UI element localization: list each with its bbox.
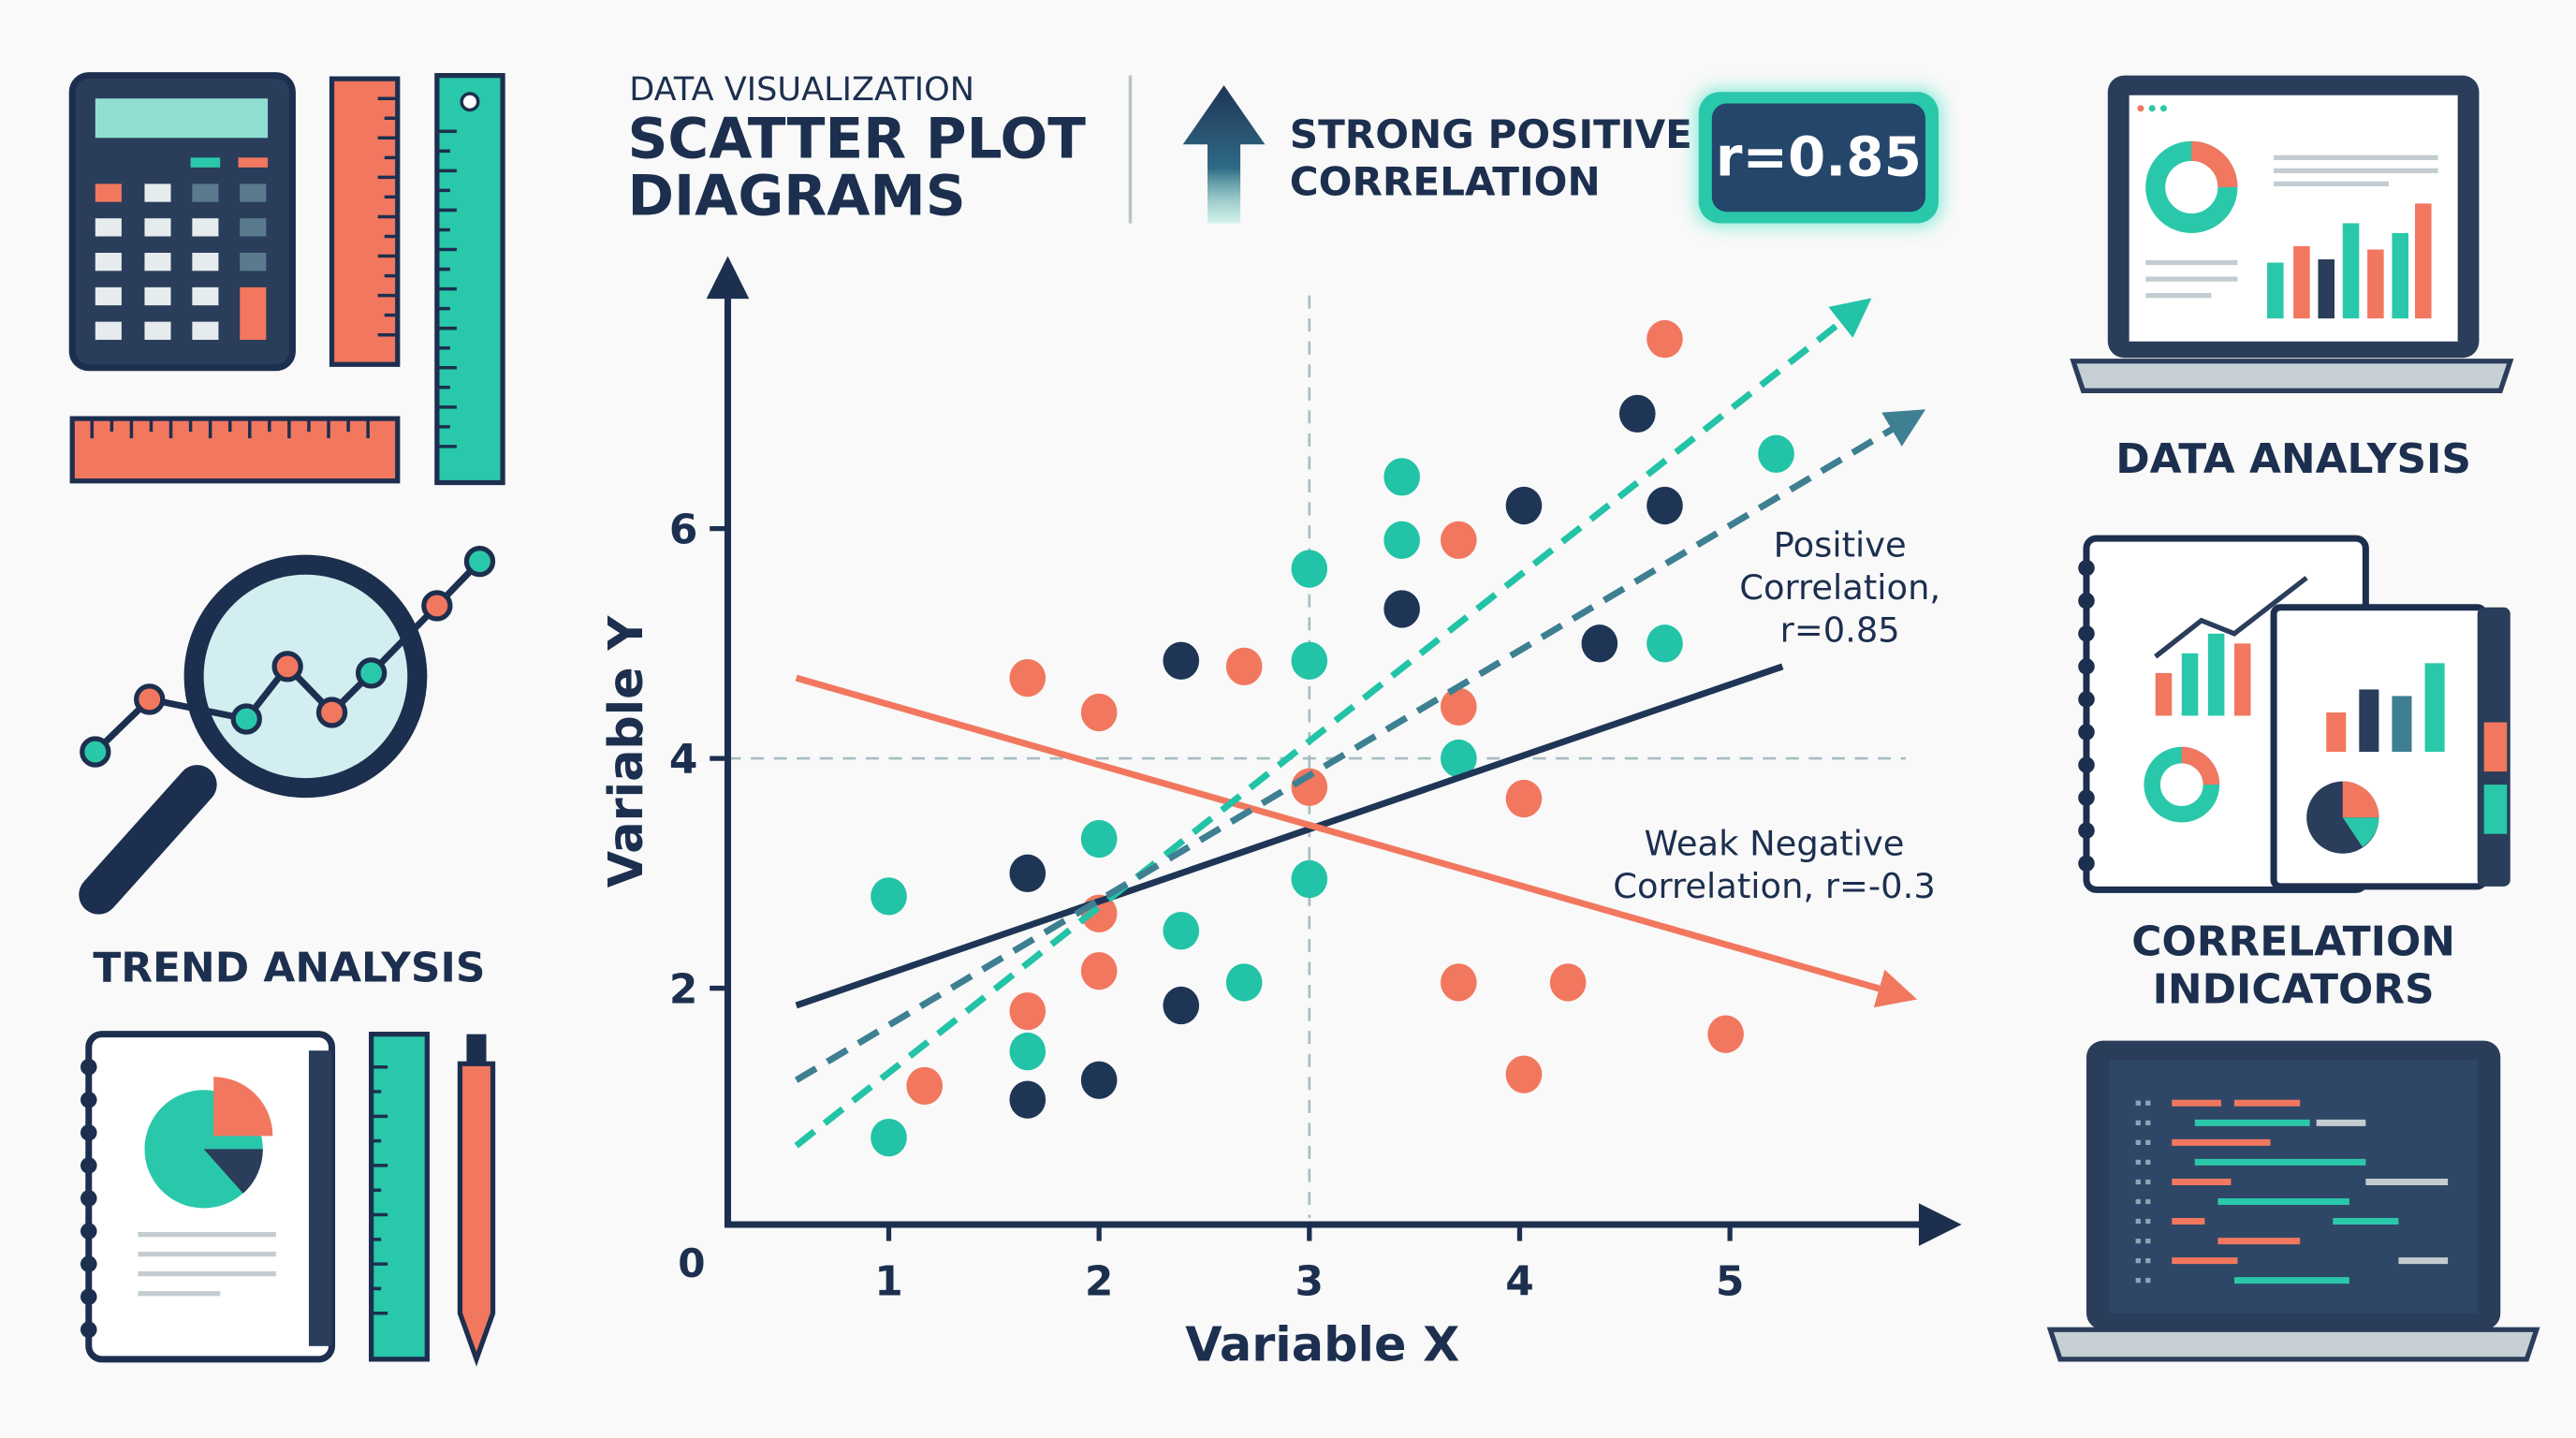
- r-value: r=0.85: [1716, 125, 1922, 189]
- correlation-indicators-label-line2: INDICATORS: [2153, 965, 2435, 1013]
- data-point-teal: [1163, 912, 1200, 950]
- data-point-navy: [1647, 486, 1683, 525]
- data-point-teal: [1291, 550, 1328, 588]
- ruler-icon: [69, 73, 505, 486]
- x-axis-title: Variable X: [1185, 1317, 1459, 1372]
- data-point-teal: [1383, 458, 1420, 496]
- page-title-line1: SCATTER PLOT: [627, 107, 1086, 171]
- positive-annotation-line1: Positive: [1774, 524, 1907, 565]
- data-point-navy: [1009, 854, 1046, 892]
- scatter-chart: 1 2 3 4 5 2 4 6 0 Variable X Variable Y Positiv…: [598, 256, 1962, 1372]
- data-point-orange: [1009, 991, 1046, 1031]
- data-point-navy: [1618, 394, 1656, 433]
- x-tick-label: 1: [874, 1257, 903, 1305]
- y-tick-label: 2: [669, 965, 698, 1013]
- positive-annotation-line3: r=0.85: [1780, 610, 1900, 651]
- data-point-orange: [1549, 963, 1587, 1002]
- data-point-navy: [1383, 590, 1420, 628]
- header: DATA VISUALIZATION SCATTER PLOT DIAGRAMS…: [627, 70, 1942, 229]
- data-point-navy: [1009, 1080, 1046, 1119]
- data-point-orange: [1225, 647, 1263, 686]
- x-tick-label: 4: [1505, 1257, 1534, 1305]
- data-point-navy: [1581, 624, 1618, 663]
- data-point-teal: [1080, 819, 1118, 858]
- data-point-orange: [1707, 1015, 1744, 1053]
- magnifier-trend-icon: [79, 546, 496, 915]
- trend-line-positive-trend-2: [794, 409, 1926, 1083]
- negative-annotation: Weak Negative Correlation, r=-0.3: [1613, 824, 1936, 907]
- page-title-line2: DIAGRAMS: [627, 165, 965, 229]
- origin-label: 0: [678, 1240, 705, 1286]
- notebook-pie-icon: [80, 1031, 496, 1367]
- y-tick-label: 6: [669, 506, 698, 553]
- negative-annotation-line1: Weak Negative: [1645, 824, 1905, 864]
- trend-line-weak-negative-fit: [795, 674, 1918, 1008]
- y-axis-arrow-icon: [706, 256, 750, 300]
- data-point-orange: [906, 1066, 944, 1106]
- r-value-badge: r=0.85: [1695, 88, 1942, 227]
- data-point-orange: [1080, 693, 1118, 732]
- correlation-label-line1: STRONG POSITIVE: [1290, 111, 1692, 157]
- laptop-dashboard-icon: [2070, 75, 2514, 393]
- data-point-navy: [1163, 986, 1200, 1025]
- positive-annotation-line2: Correlation,: [1739, 567, 1940, 608]
- y-tick-label: 4: [669, 736, 698, 784]
- data-point-orange: [1441, 963, 1477, 1002]
- data-point-teal: [1291, 859, 1328, 899]
- kicker: DATA VISUALIZATION: [629, 70, 974, 109]
- x-axis-arrow-icon: [1918, 1203, 1962, 1246]
- data-point-teal: [1383, 521, 1420, 560]
- data-point-teal: [1647, 624, 1683, 663]
- calculator-icon: [68, 72, 296, 372]
- data-point-teal: [1225, 963, 1263, 1002]
- data-point-orange: [1080, 951, 1118, 990]
- correlation-label-line2: CORRELATION: [1290, 159, 1601, 205]
- data-point-navy: [1163, 641, 1200, 680]
- negative-annotation-line2: Correlation, r=-0.3: [1613, 866, 1936, 906]
- data-point-orange: [1009, 659, 1046, 697]
- data-point-teal: [871, 1118, 907, 1157]
- laptop-code-icon: [2046, 1040, 2540, 1362]
- positive-annotation: Positive Correlation, r=0.85: [1739, 524, 1940, 650]
- up-arrow-icon: [1182, 85, 1266, 224]
- x-tick-label: 5: [1716, 1257, 1745, 1305]
- trend-line-strong-positive-trend: [794, 298, 1872, 1149]
- data-point-navy: [1505, 486, 1543, 525]
- data-point-navy: [1080, 1061, 1118, 1099]
- data-point-teal: [1009, 1032, 1046, 1071]
- data-point-teal: [1441, 739, 1477, 778]
- correlation-indicators-label-line1: CORRELATION: [2131, 918, 2455, 966]
- x-tick-label: 3: [1295, 1257, 1325, 1305]
- trend-line-positive-fit: [795, 663, 1784, 1009]
- y-axis-title: Variable Y: [598, 615, 653, 888]
- trend-analysis-label: TREND ANALYSIS: [93, 945, 485, 992]
- data-point-orange: [1505, 779, 1543, 818]
- data-point-teal: [1291, 641, 1328, 680]
- data-point-teal: [1758, 434, 1794, 473]
- correlation-reports-icon: [2078, 535, 2510, 893]
- data-point-orange: [1441, 521, 1477, 560]
- data-point-orange: [1647, 319, 1683, 359]
- x-tick-label: 2: [1085, 1257, 1114, 1305]
- data-point-orange: [1505, 1055, 1543, 1093]
- data-analysis-label: DATA ANALYSIS: [2115, 435, 2471, 483]
- data-point-orange: [1441, 687, 1477, 726]
- data-point-teal: [871, 877, 907, 916]
